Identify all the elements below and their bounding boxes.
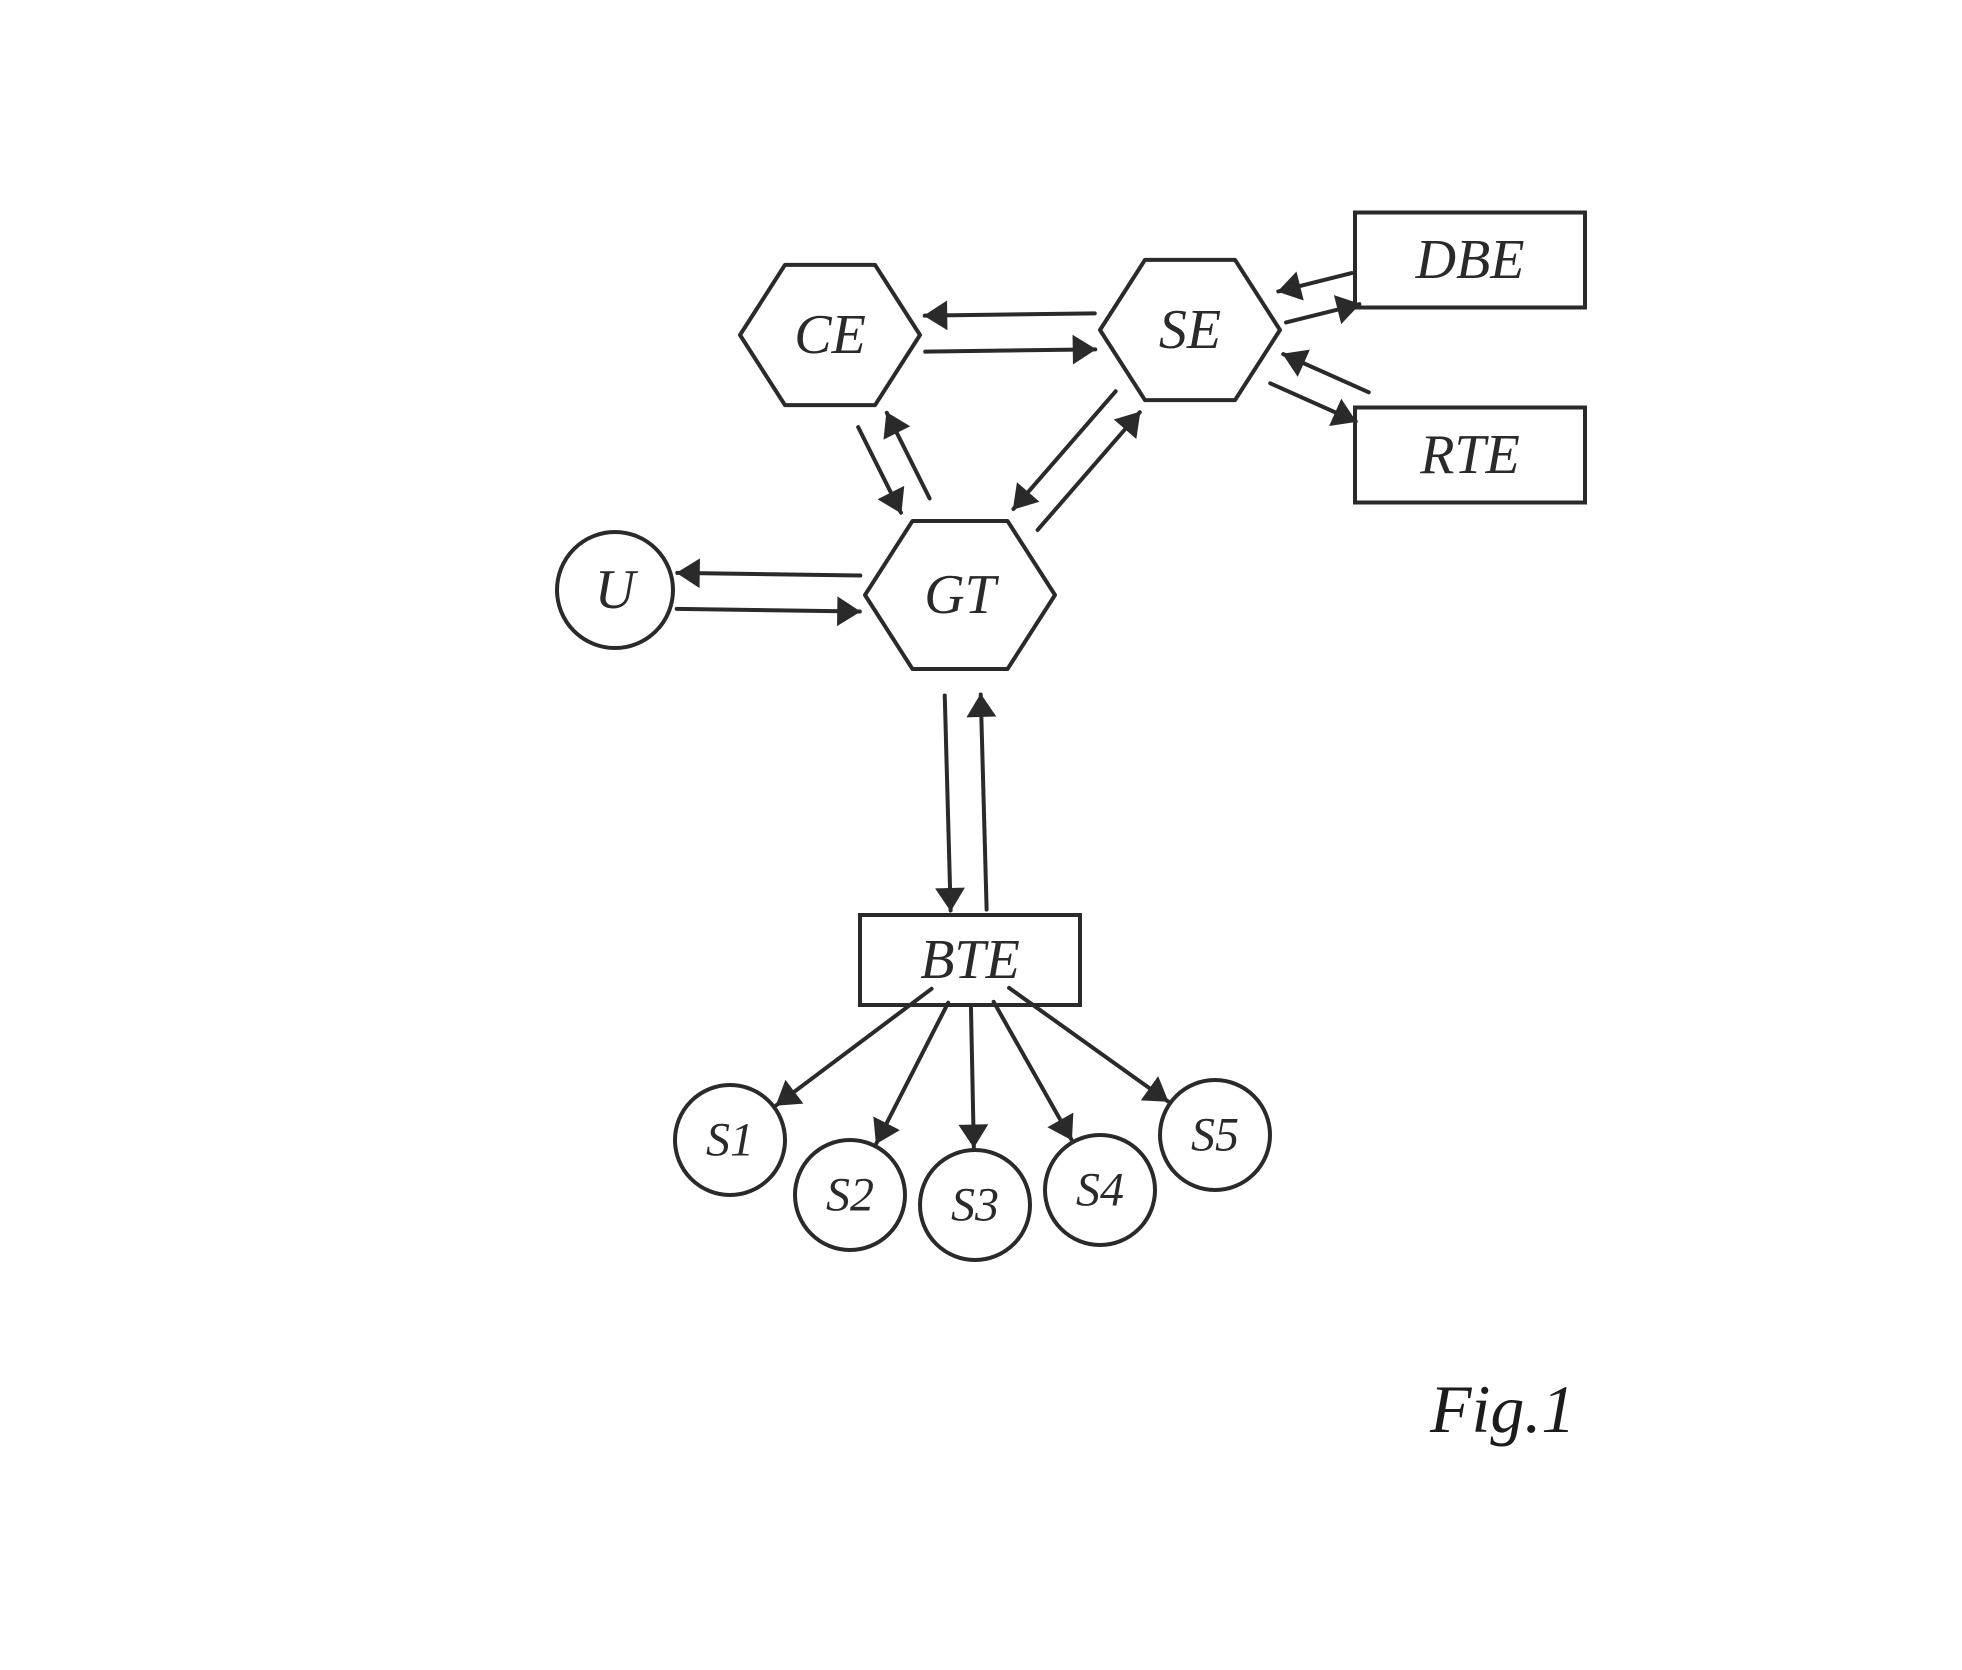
- edge-layer: [0, 0, 1962, 1670]
- edge-BTE-S2: [874, 1003, 948, 1144]
- figure-caption: Fig.1: [1430, 1370, 1575, 1449]
- node-label-BTE: BTE: [920, 928, 1020, 992]
- node-label-S3: S3: [951, 1178, 999, 1233]
- edge-CE-GT: [858, 413, 929, 513]
- node-label-U: U: [595, 558, 635, 622]
- edge-BTE-S4: [994, 1002, 1073, 1140]
- edge-BTE-S1: [776, 989, 931, 1105]
- edge-SE-DBE: [1278, 273, 1359, 324]
- node-shape-layer: [0, 0, 1962, 1670]
- edge-SE-GT: [1013, 391, 1139, 530]
- node-label-DBE: DBE: [1416, 228, 1525, 292]
- edge-GT-BTE: [936, 694, 995, 910]
- edge-BTE-S3: [959, 1008, 987, 1147]
- edge-U-GT: [677, 559, 861, 625]
- node-label-S1: S1: [706, 1113, 754, 1168]
- edge-BTE-S5: [1009, 988, 1168, 1101]
- edge-SE-RTE: [1270, 350, 1369, 425]
- node-label-CE: CE: [794, 303, 866, 367]
- diagram-stage: CE SE GT U DBE RTE BTE S1 S2 S3 S4 S5 Fi…: [0, 0, 1962, 1670]
- node-label-S5: S5: [1191, 1108, 1239, 1163]
- node-label-S4: S4: [1076, 1163, 1124, 1218]
- node-label-RTE: RTE: [1420, 423, 1520, 487]
- node-label-S2: S2: [826, 1168, 874, 1223]
- edge-CE-SE: [925, 301, 1096, 363]
- node-label-GT: GT: [924, 563, 996, 627]
- node-label-SE: SE: [1159, 298, 1221, 362]
